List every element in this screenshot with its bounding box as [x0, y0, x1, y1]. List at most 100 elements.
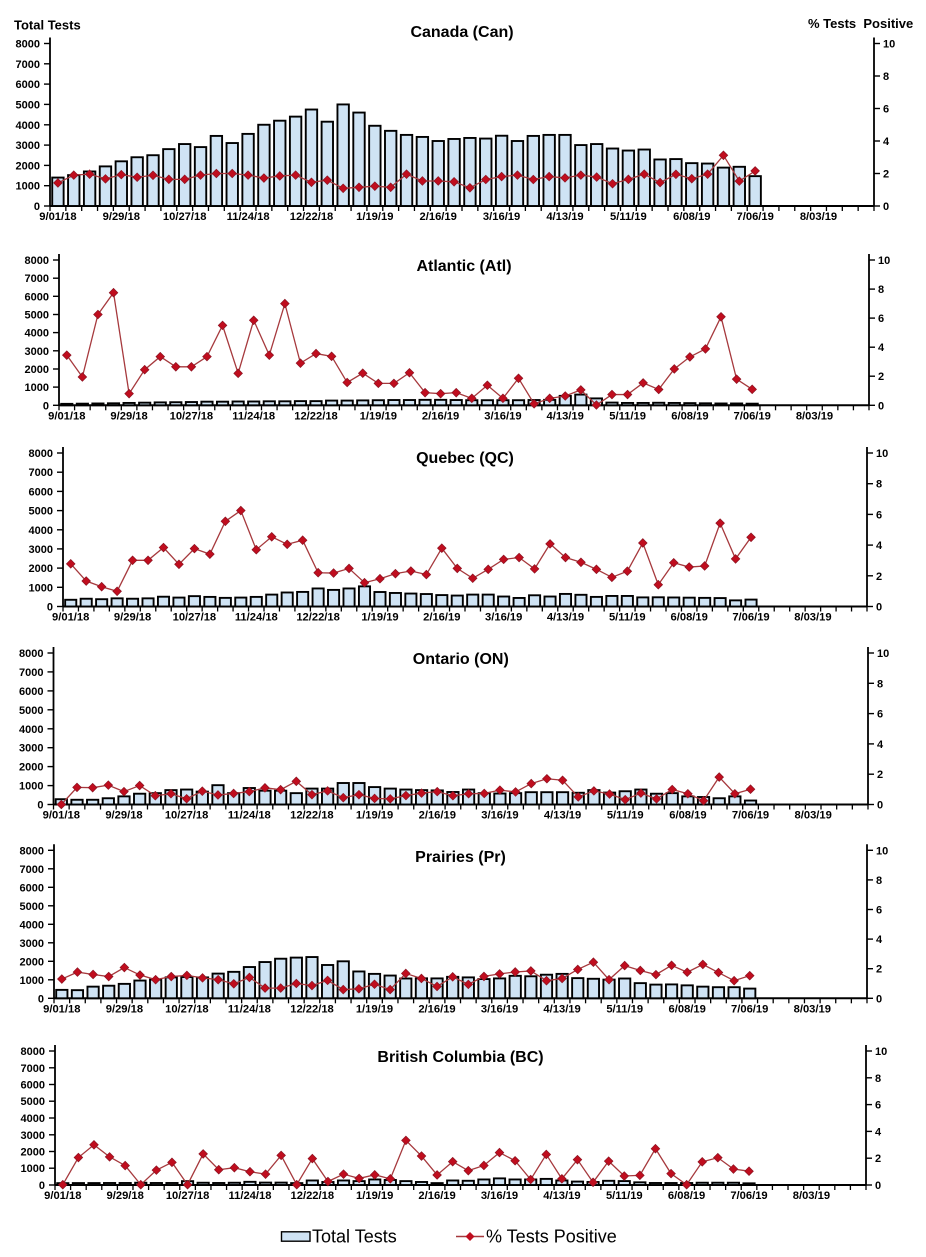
svg-text:4000: 4000: [16, 120, 40, 132]
svg-text:5000: 5000: [16, 99, 40, 111]
svg-text:Prairies (Pr): Prairies (Pr): [415, 849, 506, 866]
svg-text:7000: 7000: [29, 467, 53, 479]
svg-text:Atlantic (Atl): Atlantic (Atl): [416, 258, 511, 275]
svg-text:8: 8: [876, 479, 882, 491]
svg-text:2/16/19: 2/16/19: [419, 810, 456, 822]
svg-text:0: 0: [39, 1180, 45, 1192]
svg-text:8: 8: [875, 1073, 881, 1085]
svg-text:9/01/18: 9/01/18: [43, 810, 80, 822]
svg-text:12/22/18: 12/22/18: [291, 1190, 335, 1202]
svg-text:10/27/18: 10/27/18: [173, 612, 217, 624]
svg-text:4/13/19: 4/13/19: [544, 810, 581, 822]
svg-text:2000: 2000: [29, 563, 53, 575]
svg-text:12/22/18: 12/22/18: [294, 410, 338, 422]
svg-text:1/19/19: 1/19/19: [361, 612, 398, 624]
svg-text:1000: 1000: [19, 781, 43, 793]
svg-text:3/16/19: 3/16/19: [485, 612, 522, 624]
svg-text:8000: 8000: [16, 39, 40, 51]
svg-text:4: 4: [876, 540, 883, 552]
svg-text:8/03/19: 8/03/19: [796, 410, 833, 422]
svg-text:6000: 6000: [20, 882, 44, 894]
svg-text:4/13/19: 4/13/19: [547, 612, 584, 624]
svg-text:6000: 6000: [16, 79, 40, 91]
svg-text:8000: 8000: [29, 448, 53, 460]
svg-text:3000: 3000: [16, 140, 40, 152]
svg-text:8: 8: [878, 284, 884, 296]
svg-text:2: 2: [883, 169, 889, 181]
svg-text:6: 6: [876, 509, 882, 521]
svg-text:1000: 1000: [21, 1163, 45, 1175]
svg-text:7/06/19: 7/06/19: [730, 1190, 767, 1202]
svg-text:10: 10: [877, 648, 889, 660]
svg-text:11/24/18: 11/24/18: [227, 211, 270, 223]
svg-text:5/11/19: 5/11/19: [609, 612, 646, 624]
svg-text:3/16/19: 3/16/19: [481, 1190, 518, 1202]
svg-text:9/29/18: 9/29/18: [114, 612, 151, 624]
svg-text:2: 2: [876, 964, 882, 976]
svg-text:5/11/19: 5/11/19: [610, 211, 647, 223]
svg-text:7000: 7000: [19, 667, 43, 679]
svg-text:3/16/19: 3/16/19: [481, 810, 518, 822]
svg-text:3/16/19: 3/16/19: [484, 410, 521, 422]
svg-text:5/11/19: 5/11/19: [607, 810, 644, 822]
svg-text:10/27/18: 10/27/18: [163, 211, 207, 223]
svg-text:9/01/18: 9/01/18: [52, 612, 89, 624]
svg-text:11/24/18: 11/24/18: [228, 810, 271, 822]
svg-text:9/29/18: 9/29/18: [110, 410, 147, 422]
svg-text:Ontario (ON): Ontario (ON): [413, 651, 509, 668]
svg-text:3/16/19: 3/16/19: [483, 211, 520, 223]
svg-text:3000: 3000: [21, 1130, 45, 1142]
svg-text:1/19/19: 1/19/19: [356, 1003, 393, 1015]
svg-text:6/08/19: 6/08/19: [671, 410, 708, 422]
svg-text:5000: 5000: [25, 310, 49, 322]
svg-text:6000: 6000: [21, 1080, 45, 1092]
svg-text:7000: 7000: [25, 273, 49, 285]
svg-text:2: 2: [878, 371, 884, 383]
svg-text:6: 6: [883, 104, 889, 116]
svg-text:9/29/18: 9/29/18: [103, 211, 140, 223]
svg-text:1/19/19: 1/19/19: [360, 410, 397, 422]
svg-text:10: 10: [876, 448, 888, 460]
svg-text:1000: 1000: [20, 975, 44, 987]
svg-text:Canada (Can): Canada (Can): [410, 24, 513, 41]
svg-text:1000: 1000: [16, 181, 40, 193]
svg-text:0: 0: [34, 201, 40, 213]
svg-text:7/06/19: 7/06/19: [732, 810, 769, 822]
svg-text:1000: 1000: [29, 582, 53, 594]
svg-text:9/29/18: 9/29/18: [106, 1003, 143, 1015]
svg-text:2000: 2000: [21, 1147, 45, 1159]
svg-text:11/24/18: 11/24/18: [229, 1190, 272, 1202]
svg-text:12/22/18: 12/22/18: [290, 211, 334, 223]
svg-text:0: 0: [38, 993, 44, 1005]
svg-text:8/03/19: 8/03/19: [793, 1190, 830, 1202]
svg-text:2/16/19: 2/16/19: [420, 211, 457, 223]
svg-text:6000: 6000: [29, 486, 53, 498]
svg-text:3000: 3000: [25, 346, 49, 358]
svg-text:0: 0: [877, 800, 883, 812]
svg-text:6: 6: [875, 1100, 881, 1112]
svg-text:7000: 7000: [16, 59, 40, 71]
svg-text:0: 0: [876, 993, 882, 1005]
svg-text:0: 0: [876, 602, 882, 614]
svg-text:5000: 5000: [19, 705, 43, 717]
svg-text:5/11/19: 5/11/19: [606, 1003, 643, 1015]
svg-text:1/19/19: 1/19/19: [356, 1190, 393, 1202]
svg-text:7/06/19: 7/06/19: [732, 612, 769, 624]
svg-text:9/01/18: 9/01/18: [43, 1003, 80, 1015]
svg-text:2: 2: [876, 571, 882, 583]
svg-text:10: 10: [883, 39, 895, 51]
svg-text:10/27/18: 10/27/18: [166, 1190, 210, 1202]
svg-text:10: 10: [876, 845, 888, 857]
svg-text:Total Tests: Total Tests: [14, 18, 81, 33]
svg-text:0: 0: [47, 602, 53, 614]
svg-text:8000: 8000: [25, 255, 49, 267]
svg-text:3000: 3000: [20, 938, 44, 950]
svg-text:4/13/19: 4/13/19: [547, 410, 584, 422]
svg-text:2000: 2000: [16, 160, 40, 172]
svg-text:4000: 4000: [20, 919, 44, 931]
svg-text:10/27/18: 10/27/18: [165, 810, 209, 822]
svg-text:7000: 7000: [20, 864, 44, 876]
svg-text:2: 2: [875, 1153, 881, 1165]
svg-text:4000: 4000: [29, 525, 53, 537]
svg-text:4/13/19: 4/13/19: [543, 1190, 580, 1202]
